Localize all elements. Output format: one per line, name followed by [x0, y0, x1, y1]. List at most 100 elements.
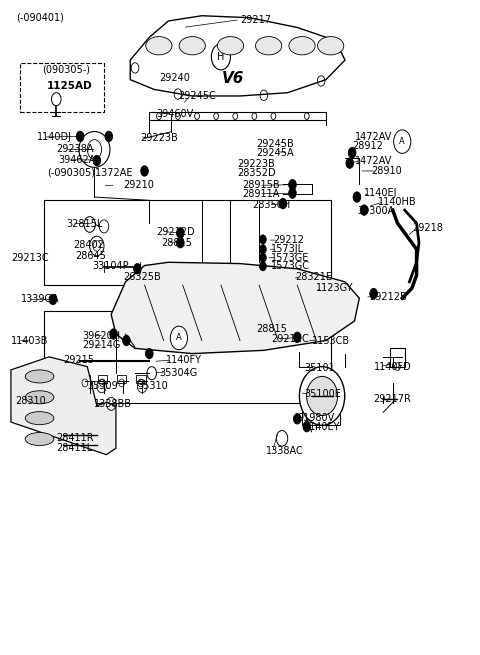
- Polygon shape: [111, 262, 360, 354]
- Polygon shape: [11, 357, 116, 455]
- Circle shape: [76, 131, 84, 141]
- Text: 1573JL: 1573JL: [271, 244, 304, 254]
- Text: 26325B: 26325B: [123, 272, 161, 282]
- Text: 29245B: 29245B: [257, 139, 294, 149]
- Text: 28411L: 28411L: [56, 443, 93, 453]
- Bar: [80, 375, 90, 383]
- Ellipse shape: [25, 370, 54, 383]
- Bar: [21, 64, 104, 112]
- Ellipse shape: [255, 37, 282, 55]
- Text: 39462A: 39462A: [59, 155, 96, 165]
- Text: (090305-): (090305-): [42, 65, 90, 75]
- Circle shape: [260, 245, 266, 253]
- Text: A: A: [176, 333, 182, 343]
- Ellipse shape: [289, 37, 315, 55]
- Text: 1153CB: 1153CB: [312, 335, 350, 346]
- Circle shape: [105, 131, 113, 141]
- Circle shape: [293, 332, 301, 343]
- Text: 29212C: 29212C: [271, 334, 309, 345]
- Circle shape: [110, 329, 117, 339]
- Text: 28815: 28815: [257, 324, 288, 334]
- Text: 39300A: 39300A: [357, 206, 394, 216]
- Text: 1472AV: 1472AV: [355, 155, 392, 166]
- Text: 28321E: 28321E: [295, 272, 332, 282]
- Text: 28912: 28912: [352, 141, 383, 151]
- Text: 29215: 29215: [63, 355, 95, 365]
- Circle shape: [279, 198, 287, 209]
- Circle shape: [303, 421, 311, 432]
- Text: 11403B: 11403B: [11, 335, 48, 346]
- Ellipse shape: [25, 432, 54, 445]
- Text: 29213C: 29213C: [11, 253, 48, 263]
- Circle shape: [133, 263, 141, 274]
- Bar: [117, 375, 126, 383]
- Circle shape: [49, 294, 57, 305]
- Text: 1573GE: 1573GE: [271, 253, 310, 263]
- Text: 1140DJ: 1140DJ: [37, 132, 72, 142]
- Bar: [136, 375, 145, 383]
- Text: 1140EY: 1140EY: [304, 422, 341, 432]
- Text: 35304G: 35304G: [159, 368, 197, 378]
- Ellipse shape: [25, 391, 54, 404]
- Circle shape: [93, 155, 101, 166]
- Ellipse shape: [318, 37, 344, 55]
- Circle shape: [177, 228, 184, 238]
- Text: 1339GA: 1339GA: [21, 295, 59, 305]
- Text: 29223B: 29223B: [238, 159, 276, 170]
- Text: 28411R: 28411R: [56, 434, 94, 443]
- Text: (-090305)1372AE: (-090305)1372AE: [47, 167, 132, 178]
- Text: 1338AC: 1338AC: [266, 447, 304, 457]
- Text: 28310: 28310: [16, 396, 47, 405]
- Text: A: A: [399, 137, 405, 146]
- Bar: [44, 311, 331, 403]
- Circle shape: [394, 130, 411, 153]
- Text: 35101: 35101: [304, 363, 335, 373]
- Text: V6: V6: [222, 71, 244, 86]
- Ellipse shape: [146, 37, 172, 55]
- Text: 1472AV: 1472AV: [355, 132, 392, 142]
- Text: 29218: 29218: [412, 223, 443, 233]
- Text: 29217: 29217: [240, 14, 271, 25]
- Text: 29240: 29240: [159, 73, 190, 83]
- Text: 1338BB: 1338BB: [95, 399, 132, 409]
- Text: 29238A: 29238A: [56, 145, 94, 155]
- Text: 1140FD: 1140FD: [373, 362, 411, 371]
- Circle shape: [346, 158, 354, 168]
- Text: 91980V: 91980V: [297, 413, 335, 422]
- Ellipse shape: [307, 377, 337, 415]
- Text: 35100E: 35100E: [304, 389, 341, 399]
- Circle shape: [360, 205, 368, 215]
- Text: 28350H: 28350H: [252, 200, 290, 210]
- Text: 1125AD: 1125AD: [47, 81, 92, 91]
- Text: 1140FY: 1140FY: [166, 355, 202, 365]
- Circle shape: [145, 348, 153, 359]
- Text: 29212: 29212: [274, 235, 304, 245]
- Ellipse shape: [300, 367, 345, 425]
- Text: 28352D: 28352D: [238, 168, 276, 178]
- Bar: [390, 348, 405, 367]
- Ellipse shape: [25, 411, 54, 424]
- Bar: [98, 375, 108, 383]
- Text: 29217R: 29217R: [373, 394, 411, 404]
- Text: 29210: 29210: [123, 180, 154, 191]
- Text: 35310: 35310: [137, 381, 168, 391]
- Text: 29245C: 29245C: [178, 91, 216, 101]
- Text: 28645: 28645: [75, 251, 106, 261]
- Text: 1140EJ: 1140EJ: [364, 188, 397, 198]
- Circle shape: [141, 166, 148, 176]
- Text: 1140HB: 1140HB: [378, 196, 417, 206]
- Circle shape: [288, 179, 296, 190]
- Text: 1123GY: 1123GY: [316, 284, 354, 293]
- Text: 29214G: 29214G: [83, 340, 121, 350]
- Circle shape: [170, 326, 188, 350]
- Circle shape: [293, 413, 301, 424]
- Text: 29245A: 29245A: [257, 148, 294, 158]
- Circle shape: [353, 192, 361, 202]
- Text: 29223B: 29223B: [140, 134, 178, 143]
- Text: (-090401): (-090401): [16, 12, 63, 23]
- Ellipse shape: [79, 132, 110, 168]
- Text: 33104P: 33104P: [92, 261, 129, 271]
- Circle shape: [348, 147, 356, 158]
- Text: 29212B: 29212B: [369, 292, 407, 302]
- Text: H: H: [217, 52, 225, 62]
